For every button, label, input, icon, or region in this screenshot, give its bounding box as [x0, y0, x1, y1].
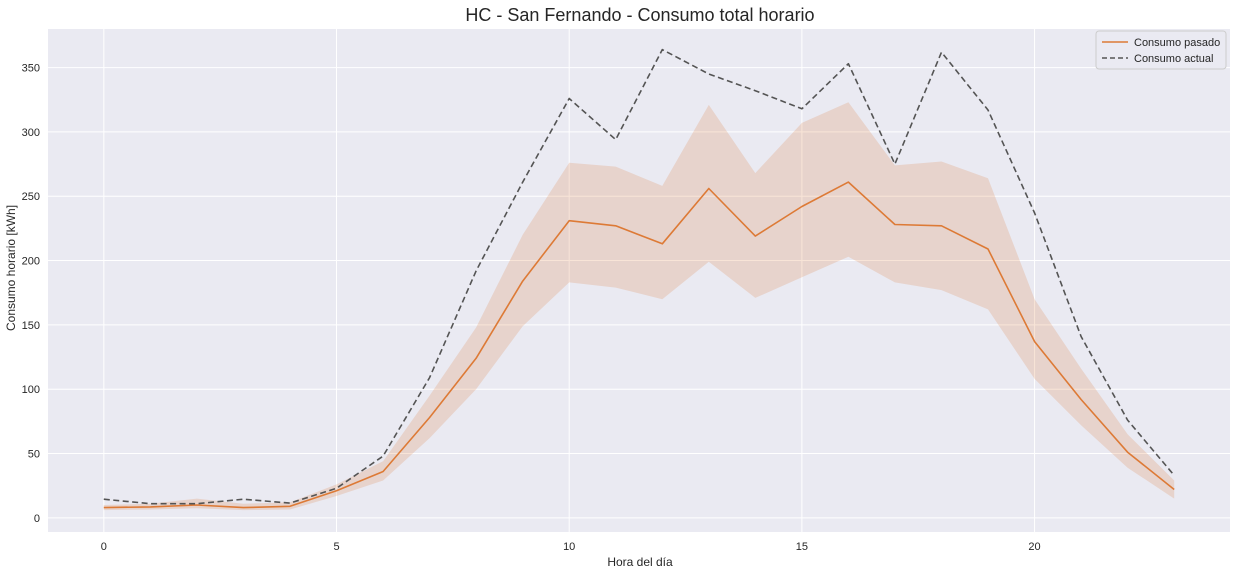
y-tick-label: 350 — [22, 63, 40, 75]
legend-box — [1095, 30, 1227, 70]
legend: Consumo pasado Consumo actual — [1095, 30, 1227, 70]
x-tick-labels: 0 5 10 15 20 — [101, 541, 1041, 553]
band-consumo-pasado — [103, 102, 1175, 511]
series-line-consumo-pasado — [103, 181, 1175, 509]
x-tick-label: 20 — [1028, 541, 1040, 553]
plot-background — [48, 29, 1230, 532]
x-tick-label: 0 — [101, 541, 107, 553]
series-line-consumo-actual — [103, 48, 1175, 505]
y-tick-labels: 0 50 100 150 200 250 300 350 — [22, 63, 40, 525]
y-tick-label: 0 — [34, 513, 40, 525]
grid — [48, 29, 1230, 532]
series-lines — [103, 48, 1175, 509]
y-tick-label: 300 — [22, 127, 40, 139]
legend-label-consumo-actual: Consumo actual — [1134, 53, 1214, 65]
x-tick-label: 15 — [796, 541, 808, 553]
x-tick-label: 10 — [563, 541, 575, 553]
x-axis-label: Hora del día — [607, 555, 673, 569]
chart-title: HC - San Fernando - Consumo total horari… — [465, 5, 814, 25]
y-tick-label: 100 — [22, 384, 40, 396]
confidence-band-layer — [103, 102, 1175, 511]
y-tick-label: 200 — [22, 256, 40, 268]
y-tick-label: 50 — [28, 449, 40, 461]
y-tick-label: 250 — [22, 191, 40, 203]
y-tick-label: 150 — [22, 320, 40, 332]
x-tick-label: 5 — [333, 541, 339, 553]
y-axis-label: Consumo horario [kWh] — [4, 205, 18, 331]
legend-label-consumo-pasado: Consumo pasado — [1134, 37, 1220, 49]
